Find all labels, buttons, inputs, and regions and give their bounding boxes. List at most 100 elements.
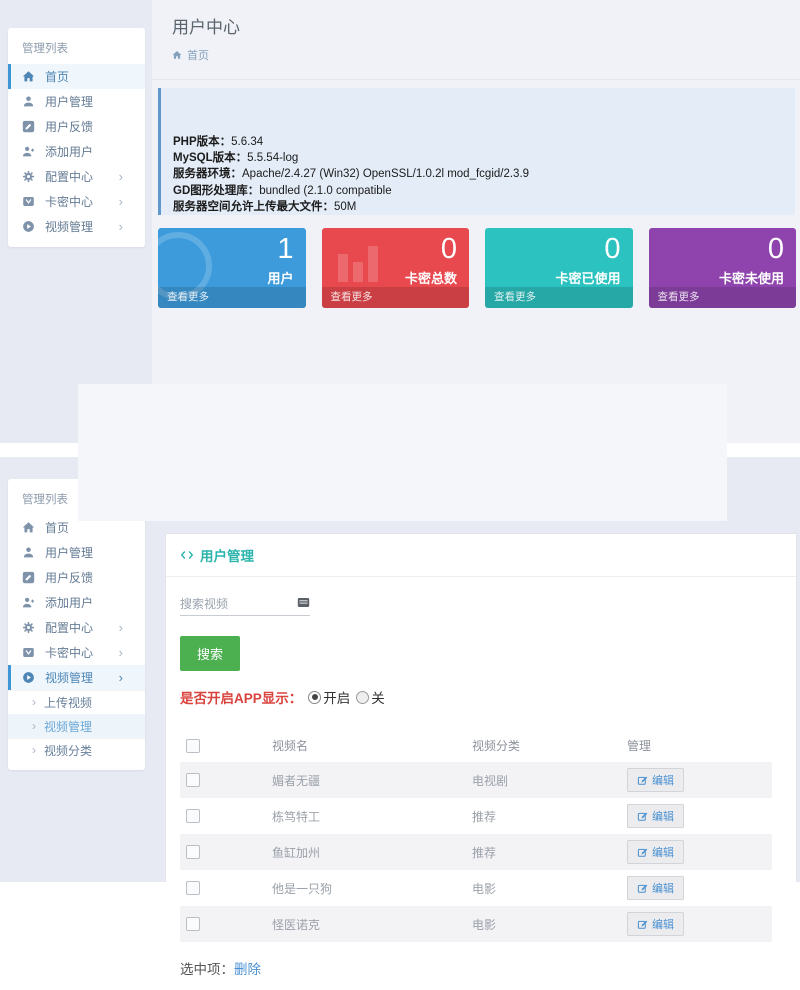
edit-square-icon — [22, 571, 35, 584]
chevron-right-icon: › — [118, 169, 123, 184]
search-button[interactable]: 搜索 — [180, 636, 241, 671]
sidebar-item-label: 视频管理 — [45, 220, 94, 234]
edit-button[interactable]: 编辑 — [627, 876, 684, 900]
stat-label: 卡密已使用 — [555, 271, 621, 286]
row-checkbox[interactable] — [186, 881, 200, 896]
view-more-link[interactable]: 查看更多 — [321, 287, 469, 308]
sidebar-item-user-management[interactable]: 用户管理 — [8, 540, 145, 565]
sidebar-item-label: 首页 — [45, 70, 70, 84]
play-icon — [22, 220, 35, 233]
page-title: 用户中心 — [172, 18, 240, 37]
sidebar-item-user-feedback[interactable]: 用户反馈 — [8, 565, 145, 590]
video-management-screen: 管理列表 首页 用户管理 用户反馈 添加用户 配置中心 › 卡密中心 › 视频管理 › › 上传视频 › 视… — [0, 457, 800, 977]
view-more-link[interactable]: 查看更多 — [648, 287, 796, 308]
delete-link[interactable]: 删除 — [234, 962, 261, 977]
home-icon — [22, 521, 35, 534]
stat-value: 0 — [767, 233, 784, 265]
page-header: 用户中心 首页 — [152, 0, 800, 80]
sidebar-item-home[interactable]: 首页 — [8, 64, 145, 89]
gear-icon — [22, 170, 35, 183]
sidebar-subitem-upload-video[interactable]: › 上传视频 — [8, 690, 145, 714]
sidebar-title: 管理列表 — [22, 494, 68, 506]
sidebar-item-video-management[interactable]: 视频管理 › — [8, 665, 145, 690]
edit-button[interactable]: 编辑 — [627, 840, 684, 864]
edit-button[interactable]: 编辑 — [627, 912, 684, 936]
stat-value: 0 — [440, 233, 457, 265]
sidebar-subitem-label: 视频分类 — [44, 744, 93, 758]
breadcrumb[interactable]: 首页 — [172, 47, 780, 63]
sidebar-item-video-management[interactable]: 视频管理 › — [8, 214, 145, 239]
server-info-value: Apache/2.4.27 (Win32) OpenSSL/1.0.2l mod… — [242, 168, 530, 181]
sidebar-subitem-video-management[interactable]: › 视频管理 — [8, 714, 145, 738]
stat-card-card-unused: 0 卡密未使用 查看更多 — [648, 228, 796, 308]
sidebar-item-card-center[interactable]: 卡密中心 › — [8, 189, 145, 214]
selected-label: 选中项： — [180, 962, 234, 977]
sidebar-item-label: 配置中心 — [45, 170, 94, 184]
edit-icon — [637, 775, 648, 786]
edit-button-label: 编辑 — [652, 811, 674, 823]
add-user-icon — [22, 145, 35, 158]
panel-header: 用户管理 — [166, 534, 796, 577]
select-all-checkbox[interactable] — [186, 738, 200, 753]
video-category-cell: 电影 — [472, 881, 497, 896]
stat-label: 用户 — [267, 271, 294, 286]
sidebar-item-config-center[interactable]: 配置中心 › — [8, 615, 145, 640]
edit-button[interactable]: 编辑 — [627, 768, 684, 792]
circle-watermark-icon — [158, 232, 212, 300]
breadcrumb-home-link[interactable]: 首页 — [187, 50, 209, 62]
sidebar-item-add-user[interactable]: 添加用户 — [8, 139, 145, 164]
row-checkbox[interactable] — [186, 845, 200, 860]
stat-card-users: 1 用户 查看更多 — [158, 228, 306, 308]
sidebar-item-card-center[interactable]: 卡密中心 › — [8, 640, 145, 665]
edit-button[interactable]: 编辑 — [627, 804, 684, 828]
sidebar-subitem-video-category[interactable]: › 视频分类 — [8, 738, 145, 762]
edit-icon — [637, 811, 648, 822]
blank-overlay — [78, 384, 727, 521]
sidebar-item-home[interactable]: 首页 — [8, 515, 145, 540]
sidebar-item-config-center[interactable]: 配置中心 › — [8, 164, 145, 189]
stat-value: 0 — [604, 233, 621, 265]
sidebar-item-label: 添加用户 — [45, 596, 94, 610]
sidebar-item-user-feedback[interactable]: 用户反馈 — [8, 114, 145, 139]
app-display-label: 是否开启APP显示： — [180, 691, 303, 706]
view-more-link[interactable]: 查看更多 — [158, 287, 306, 308]
sidebar-item-label: 首页 — [45, 521, 70, 535]
video-name-cell: 栋笃特工 — [272, 809, 321, 824]
chevron-right-icon: › — [118, 194, 123, 209]
video-name-cell: 他是一只狗 — [272, 881, 333, 896]
row-checkbox[interactable] — [186, 773, 200, 788]
card-icon — [22, 646, 35, 659]
server-info-value: 5.5.54-log — [247, 152, 299, 165]
server-info-line: 服务器空间允许上传最大文件：50M — [173, 199, 783, 215]
view-more-link[interactable]: 查看更多 — [485, 287, 633, 308]
server-info-value: bundled (2.1.0 compatible — [259, 184, 392, 197]
stat-card-card-total: 0 卡密总数 查看更多 — [321, 228, 469, 308]
calendar-icon[interactable] — [297, 596, 310, 609]
table-row: 鱼缸加州 推荐 编辑 — [180, 834, 772, 870]
sidebar-item-label: 配置中心 — [45, 621, 94, 635]
radio-off[interactable] — [356, 690, 370, 704]
sidebar-item-user-management[interactable]: 用户管理 — [8, 89, 145, 114]
sidebar-item-add-user[interactable]: 添加用户 — [8, 590, 145, 615]
search-input[interactable] — [180, 593, 310, 616]
edit-button-label: 编辑 — [652, 883, 674, 895]
video-name-cell: 怪医诺克 — [272, 917, 321, 932]
gear-icon — [22, 621, 35, 634]
user-icon — [22, 95, 35, 108]
row-checkbox[interactable] — [186, 809, 200, 824]
chevron-right-icon: › — [118, 219, 123, 234]
edit-icon — [637, 847, 648, 858]
radio-on[interactable] — [308, 690, 322, 704]
sidebar-item-label: 用户管理 — [45, 546, 94, 560]
row-checkbox[interactable] — [186, 917, 200, 932]
stat-label: 卡密总数 — [404, 271, 457, 286]
video-category-cell: 电影 — [472, 917, 497, 932]
dashboard-main: 用户中心 首页 PHP版本：5.6.34 MySQL版本：5.5.54-log 服务… — [152, 0, 800, 443]
panel-body: 搜索 是否开启APP显示： 开启 关 视频名 视频分类 管理 — [166, 577, 796, 990]
user-icon — [22, 546, 35, 559]
edit-square-icon — [22, 120, 35, 133]
video-category-cell: 电视剧 — [472, 773, 509, 788]
sidebar-title: 管理列表 — [22, 43, 68, 55]
code-icon — [180, 548, 194, 562]
edit-icon — [637, 919, 648, 930]
